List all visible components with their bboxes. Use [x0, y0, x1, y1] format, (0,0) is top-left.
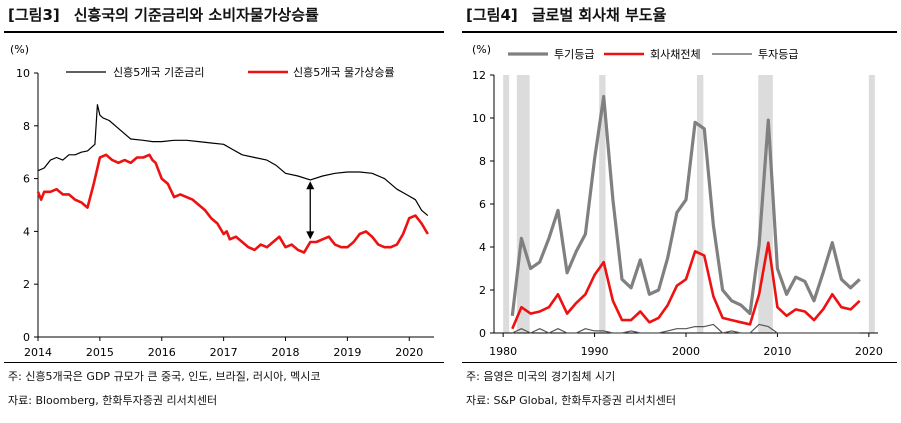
right-chart-svg: (%) 0 2 4 6 8 10 12 1980 1990 2000 2010 2020 투기등급 회사채전… [472, 43, 883, 358]
left-footer-rule [4, 362, 444, 363]
right-chart-tag: [그림4] [466, 6, 518, 24]
right-recession-band [599, 75, 606, 333]
right-x-tick-label: 2020 [855, 345, 883, 358]
right-title-rule [462, 31, 897, 33]
left-x-tick-label: 2015 [86, 346, 114, 359]
left-y-unit: (%) [10, 43, 29, 56]
left-title-rule [4, 31, 444, 33]
left-chart-title: [그림3] 신흥국의 기준금리와 소비자물가상승률 [8, 4, 319, 25]
right-recession-band [758, 75, 773, 333]
right-legend-all-bonds-label: 회사채전체 [650, 48, 701, 61]
left-y-tick-label: 0 [23, 331, 30, 344]
right-recession-band [503, 75, 510, 333]
left-line-policy-rate [37, 104, 429, 217]
right-line-investment [512, 323, 860, 334]
right-footer-rule [462, 362, 897, 363]
right-legend-speculative-label: 투기등급 [554, 48, 594, 61]
left-x-tick-label: 2020 [395, 346, 423, 359]
left-y-tick-label: 2 [23, 278, 30, 291]
right-x-tick-label: 1990 [581, 345, 609, 358]
left-y-tick-label: 4 [23, 225, 30, 238]
right-chart-panel: [그림4] 글로벌 회사채 부도율 (%) 0 2 4 6 8 10 12 1980 1990 200… [458, 0, 901, 423]
left-chart-svg: (%) 0 2 4 6 8 10 2014 2015 2016 2017 2018 2019 2020 신흥… [10, 43, 434, 359]
right-y-tick-label: 12 [472, 69, 486, 82]
right-y-tick-label: 6 [479, 198, 486, 211]
left-x-tick-label: 2018 [272, 346, 300, 359]
right-chart-title-text: 글로벌 회사채 부도율 [531, 6, 667, 24]
right-y-tick-label: 4 [479, 241, 486, 254]
left-x-tick-label: 2019 [333, 346, 361, 359]
right-y-tick-label: 8 [479, 155, 486, 168]
right-y-tick-label: 2 [479, 284, 486, 297]
right-x-tick-label: 1980 [489, 345, 517, 358]
left-chart-title-text: 신흥국의 기준금리와 소비자물가상승률 [73, 6, 319, 24]
right-recession-band [696, 75, 704, 333]
left-gap-arrow-head-bottom [306, 231, 315, 240]
left-y-tick-label: 8 [23, 120, 30, 133]
right-recession-band [516, 75, 530, 333]
right-line-all-bonds [511, 241, 861, 330]
right-x-tick-label: 2000 [672, 345, 700, 358]
right-x-tick-label: 2010 [763, 345, 791, 358]
right-line-speculative [510, 94, 861, 316]
right-chart-source: 자료: S&P Global, 한화투자증권 리서치센터 [466, 394, 677, 407]
right-chart-note: 주: 음영은 미국의 경기침체 시기 [466, 370, 616, 383]
left-legend-cpi-label: 신흥5개국 물가상승률 [293, 65, 395, 79]
left-line-cpi [36, 153, 429, 254]
right-y-tick-label: 0 [479, 327, 486, 340]
left-x-tick-label: 2017 [210, 346, 238, 359]
left-chart-tag: [그림3] [8, 6, 60, 24]
left-y-tick-label: 6 [23, 173, 30, 186]
right-chart-title: [그림4] 글로벌 회사채 부도율 [466, 4, 666, 25]
right-y-tick-label: 10 [472, 112, 486, 125]
left-legend-policy-label: 신흥5개국 기준금리 [113, 65, 204, 79]
right-recession-band [868, 75, 875, 333]
left-x-tick-label: 2016 [148, 346, 176, 359]
left-gap-arrow-head-top [306, 181, 315, 190]
right-y-unit: (%) [472, 43, 491, 56]
left-chart-note: 주: 신흥5개국은 GDP 규모가 큰 중국, 인도, 브라질, 러시아, 멕시… [8, 370, 321, 383]
left-chart-source: 자료: Bloomberg, 한화투자증권 리서치센터 [8, 394, 218, 407]
left-chart-panel: [그림3] 신흥국의 기준금리와 소비자물가상승률 (%) 0 2 4 6 8 10 2014 2… [0, 0, 448, 423]
right-legend-investment-label: 투자등급 [758, 48, 798, 61]
left-y-tick-label: 10 [16, 67, 30, 80]
left-x-tick-label: 2014 [24, 346, 52, 359]
